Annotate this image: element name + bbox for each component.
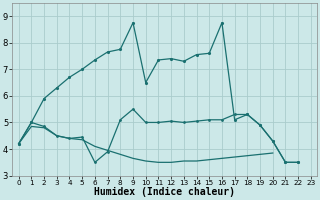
X-axis label: Humidex (Indice chaleur): Humidex (Indice chaleur) <box>94 187 235 197</box>
